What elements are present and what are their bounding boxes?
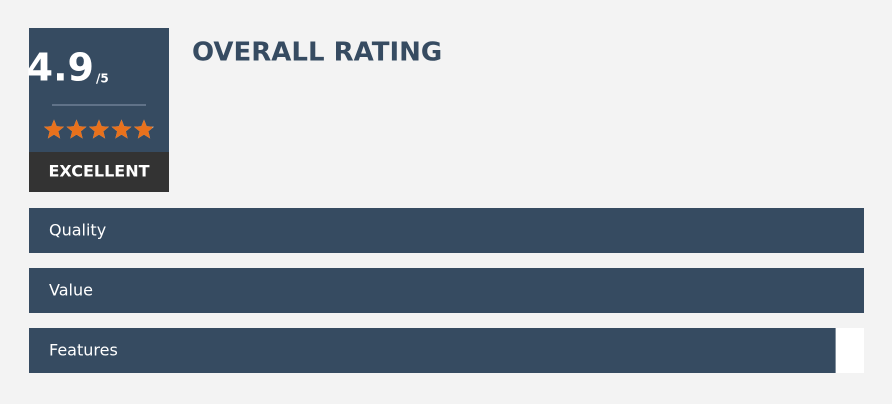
star [44, 119, 64, 139]
score: 4.9 [27, 46, 94, 90]
score-max: /5 [96, 72, 109, 86]
verdict-band [29, 152, 169, 192]
bar [29, 268, 864, 313]
star [66, 119, 87, 139]
bar [29, 208, 864, 253]
verdict: EXCELLENT [49, 162, 150, 181]
star [111, 119, 132, 139]
bar-label: Features [49, 341, 118, 360]
bar-label: Quality [49, 221, 106, 240]
star [134, 119, 153, 139]
bar-label: Value [49, 281, 93, 300]
title: OVERALL RATING [192, 38, 442, 68]
bar [29, 328, 836, 373]
star [89, 119, 109, 139]
